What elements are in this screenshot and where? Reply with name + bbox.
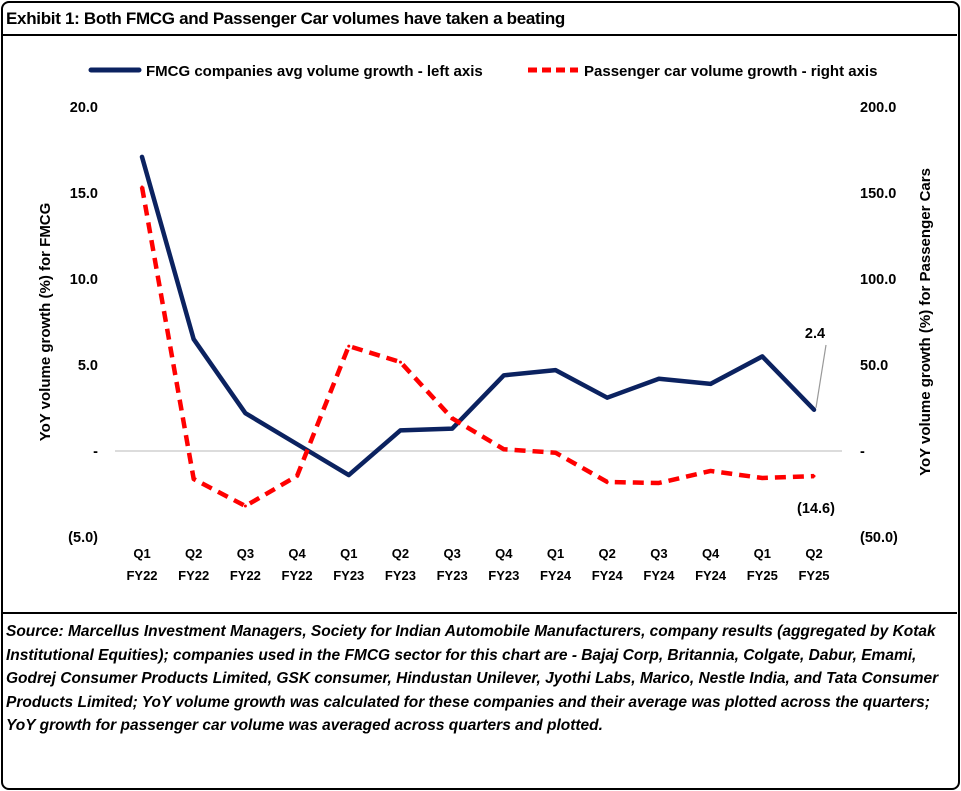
legend-label-fmcg: FMCG companies avg volume growth - left … [146,63,483,80]
fmcg-data-point [192,337,196,341]
y-tick-label-left: 20.0 [70,100,98,116]
y-tick-label-left: 10.0 [70,272,98,288]
y-tick-label-left: - [93,444,98,460]
legend: FMCG companies avg volume growth - left … [88,63,877,80]
y-tick-label-right: 50.0 [860,358,888,374]
x-tick-label-year: FY22 [178,568,209,583]
passenger-car-data-point [398,360,402,364]
source-divider [2,612,957,614]
line-chart: FMCG companies avg volume growth - left … [37,63,934,583]
fmcg-data-point [760,354,764,358]
passenger-car-data-point [295,474,299,478]
x-tick-label-year: FY24 [540,568,572,583]
x-tick-label-year: FY22 [230,568,261,583]
y-tick-label-left: 15.0 [70,186,98,202]
fmcg-data-point [295,442,299,446]
y-tick-label-left: (5.0) [68,530,98,546]
fmcg-data-point [605,396,609,400]
passenger-car-data-point [243,504,247,508]
fmcg-data-point [347,473,351,477]
x-tick-label-quarter: Q2 [599,546,616,561]
passenger-car-data-point [192,477,196,481]
x-tick-label-quarter: Q1 [754,546,771,561]
x-tick-label-quarter: Q1 [340,546,357,561]
fmcg-data-point [657,377,661,381]
x-tick-label-year: FY23 [333,568,364,583]
x-tick-label-year: FY24 [643,568,675,583]
x-tick-label-year: FY22 [282,568,313,583]
x-tick-label-quarter: Q4 [495,546,513,561]
x-tick-label-year: FY23 [488,568,519,583]
passenger-car-data-point [709,469,713,473]
passenger-car-data-point [812,474,816,478]
x-tick-label-quarter: Q2 [805,546,822,561]
fmcg-data-point [812,408,816,412]
x-tick-label-quarter: Q4 [702,546,720,561]
x-tick-label-quarter: Q2 [185,546,202,561]
passenger-car-data-point [502,447,506,451]
y-tick-label-right: - [860,444,865,460]
annotation-leader-line [815,344,827,408]
y-tick-label-right: 100.0 [860,272,896,288]
x-tick-label-quarter: Q1 [133,546,150,561]
x-tick-label-quarter: Q4 [288,546,306,561]
fmcg-data-point [554,368,558,372]
fmcg-last-value-label: 2.4 [805,326,825,342]
x-tick-label-year: FY22 [126,568,157,583]
exhibit-title: Exhibit 1: Both FMCG and Passenger Car v… [6,9,565,28]
fmcg-data-point [450,427,454,431]
passenger-car-last-value-label: (14.6) [797,501,835,517]
x-tick-label-quarter: Q1 [547,546,564,561]
x-tick-label-year: FY24 [592,568,624,583]
title-divider [2,34,957,36]
legend-label-passenger-car: Passenger car volume growth - right axis [584,63,877,80]
passenger-car-data-point [347,344,351,348]
fmcg-data-point [502,373,506,377]
passenger-car-data-point [450,416,454,420]
y-tick-label-right: (50.0) [860,530,898,546]
passenger-car-series-line [139,186,815,509]
passenger-car-data-point [605,480,609,484]
x-tick-label-year: FY23 [437,568,468,583]
x-tick-label-year: FY25 [798,568,829,583]
x-tick-label-year: FY24 [695,568,727,583]
y-tick-label-right: 150.0 [860,186,896,202]
fmcg-series-line [139,154,817,478]
fmcg-data-point [243,411,247,415]
y-tick-label-left: 5.0 [78,358,98,374]
y-axis-label-left: YoY volume growth (%) for FMCG [37,203,54,442]
x-tick-label-quarter: Q3 [443,546,460,561]
x-tick-label-year: FY25 [747,568,778,583]
x-tick-label-quarter: Q2 [392,546,409,561]
source-note: Source: Marcellus Investment Managers, S… [6,623,939,734]
x-tick-label-quarter: Q3 [237,546,254,561]
passenger-car-data-point [657,481,661,485]
passenger-car-data-point [554,451,558,455]
y-tick-label-right: 200.0 [860,100,896,116]
fmcg-data-point [140,155,144,159]
fmcg-data-point [398,428,402,432]
x-tick-label-quarter: Q3 [650,546,667,561]
passenger-car-data-point [760,476,764,480]
passenger-car-data-point [140,185,144,189]
y-axis-label-right: YoY volume growth (%) for Passenger Cars [917,168,934,476]
fmcg-data-point [709,382,713,386]
x-tick-label-year: FY23 [385,568,416,583]
